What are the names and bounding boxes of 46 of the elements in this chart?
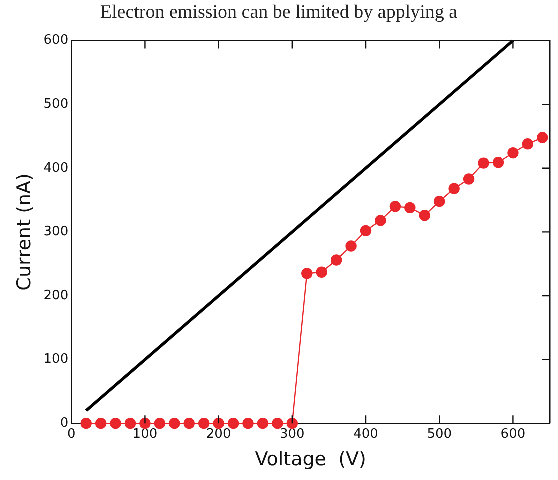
x-tick-label: 400 [354,426,378,442]
y-axis-title: Current (nA) [13,174,36,291]
x-tick-label: 500 [427,426,452,442]
point [360,225,372,237]
point [330,254,342,266]
x-axis-title: Voltage (V) [255,448,366,471]
point [346,240,357,252]
point [508,147,519,159]
point [390,201,402,212]
point [478,158,490,169]
point [228,418,240,430]
point [434,196,446,208]
point [242,418,254,430]
x-tick-label: 600 [500,426,526,442]
point [522,138,534,150]
x-tick-label: 200 [206,426,232,442]
y-tick-label: 300 [44,224,69,240]
point [140,418,151,430]
point [492,157,504,168]
y-tick-label: 600 [44,33,69,48]
point [375,215,386,226]
point [404,202,416,214]
point [272,418,284,430]
point [198,418,210,430]
point [124,418,136,430]
chart-title: Electron emission can be limited by applying a [99,2,459,24]
point [302,268,313,280]
y-tick-label: 0 [60,416,69,431]
y-tick-label: 200 [44,288,69,304]
point [463,174,475,185]
x-tick-label: 100 [132,426,158,442]
point [169,418,180,430]
y-tick-label: 500 [44,96,69,112]
point [154,418,166,430]
y-tick-label: 400 [44,160,69,176]
point [80,418,92,430]
point [184,418,195,430]
point [257,418,269,430]
x-tick-label: 300 [280,426,305,442]
point [110,418,122,430]
point [448,183,460,194]
point [537,132,548,144]
point [419,210,430,222]
point [95,418,107,430]
y-tick-label: 100 [44,352,69,368]
point [316,266,328,278]
